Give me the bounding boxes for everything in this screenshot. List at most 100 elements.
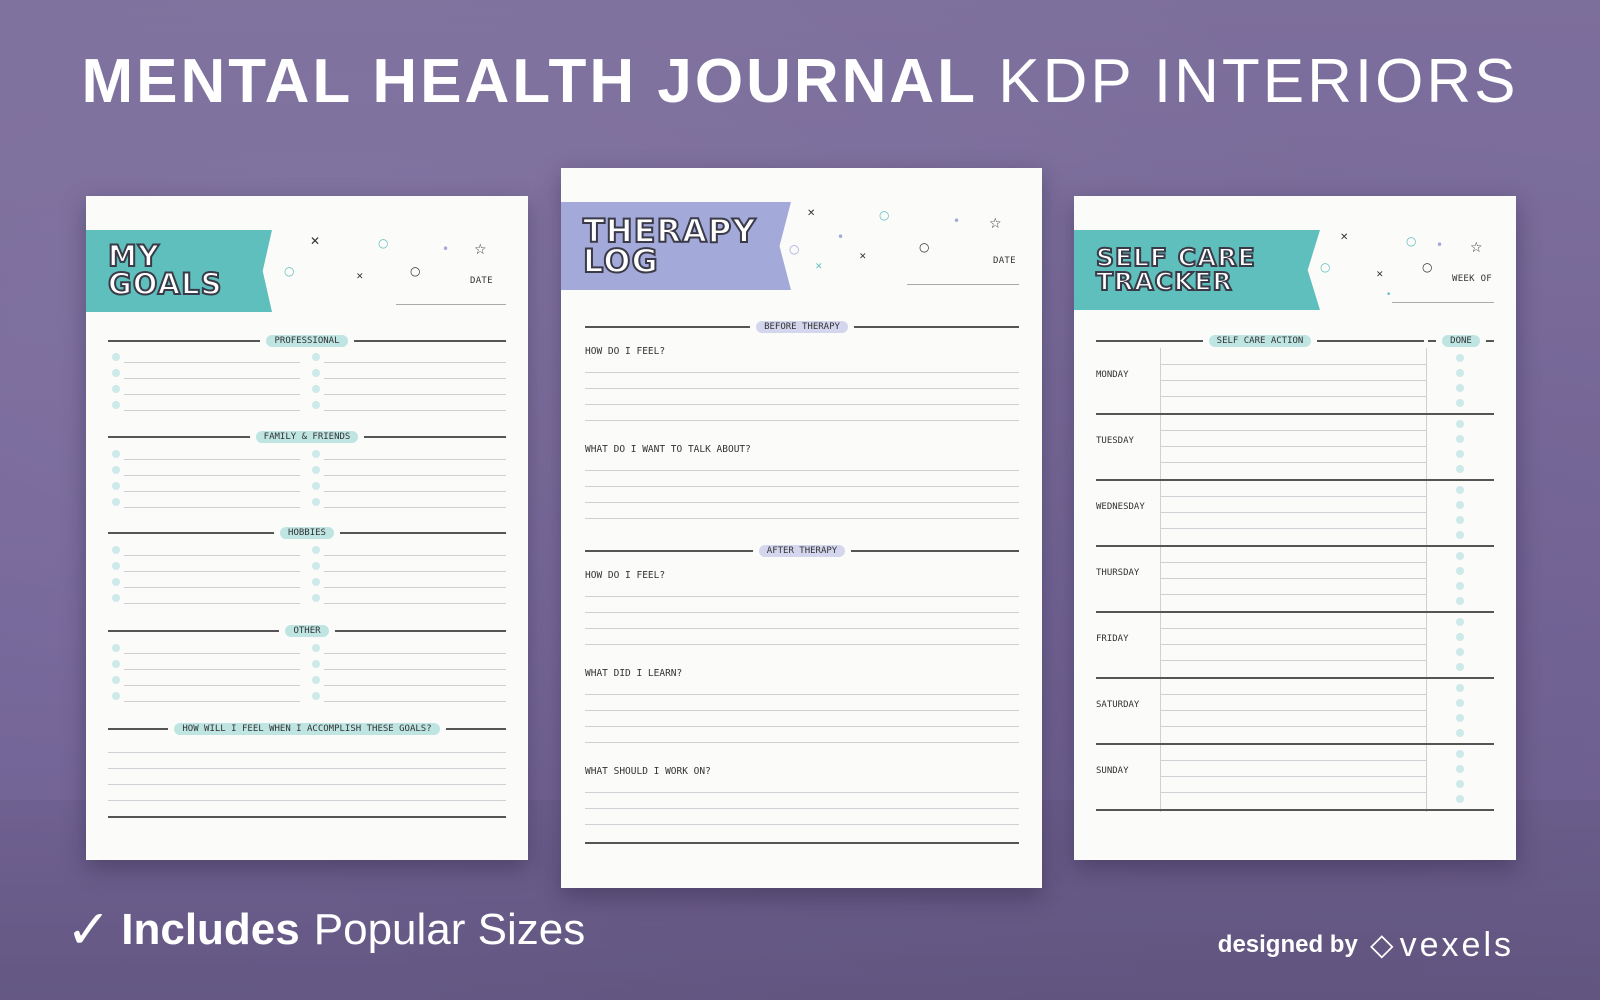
circle-icon: ○ — [410, 264, 421, 278]
writing-line — [324, 507, 506, 508]
bullet-dot — [112, 578, 120, 586]
star-icon: ☆ — [989, 216, 1002, 232]
writing-line — [124, 378, 300, 379]
section-label: BEFORE THERAPY — [756, 321, 848, 333]
writing-line — [1160, 726, 1426, 727]
done-checkbox[interactable] — [1456, 729, 1464, 737]
section-label: PROFESSIONAL — [266, 335, 348, 347]
done-checkbox[interactable] — [1456, 399, 1464, 407]
done-checkbox[interactable] — [1456, 795, 1464, 803]
section-closing-question: HOW WILL I FEEL WHEN I ACCOMPLISH THESE … — [108, 722, 506, 736]
writing-line — [124, 459, 300, 460]
day-separator — [1096, 545, 1494, 547]
done-checkbox[interactable] — [1456, 750, 1464, 758]
writing-line — [1160, 462, 1426, 463]
writing-line — [1160, 660, 1426, 661]
done-checkbox[interactable] — [1456, 552, 1464, 560]
done-checkbox[interactable] — [1456, 780, 1464, 788]
circle-icon: ○ — [789, 242, 800, 256]
writing-line — [108, 800, 506, 801]
vexels-brand: vexels — [1399, 925, 1514, 964]
done-checkbox[interactable] — [1456, 384, 1464, 392]
bullet-dot — [312, 353, 320, 361]
bullet-dot — [112, 562, 120, 570]
writing-line — [585, 824, 1019, 825]
writing-line — [124, 475, 300, 476]
bullet-dot — [112, 594, 120, 602]
done-checkbox[interactable] — [1456, 531, 1464, 539]
table-divider — [1160, 348, 1161, 812]
dot-icon: • — [1436, 238, 1444, 252]
done-checkbox[interactable] — [1456, 465, 1464, 473]
writing-line — [324, 653, 506, 654]
therapy-title-banner: THERAPY LOG — [561, 202, 791, 290]
done-checkbox[interactable] — [1456, 699, 1464, 707]
writing-line — [108, 784, 506, 785]
writing-line — [124, 701, 300, 702]
writing-line — [1160, 644, 1426, 645]
writing-line — [124, 410, 300, 411]
section-label: SELF CARE ACTION — [1208, 335, 1312, 347]
day-label: SATURDAY — [1096, 700, 1140, 710]
bullet-dot — [112, 401, 120, 409]
writing-line — [324, 555, 506, 556]
done-checkbox[interactable] — [1456, 501, 1464, 509]
done-checkbox[interactable] — [1456, 663, 1464, 671]
writing-line — [585, 726, 1019, 727]
writing-line — [1160, 512, 1426, 513]
writing-line — [1160, 710, 1426, 711]
bullet-dot — [312, 466, 320, 474]
writing-line — [585, 628, 1019, 629]
headline-bold: MENTAL HEALTH JOURNAL — [81, 47, 979, 116]
done-checkbox[interactable] — [1456, 516, 1464, 524]
page-my-goals: MY GOALS ✕ ○ ☆ ○ ✕ ○ • DATE PROFESSIONAL… — [86, 196, 528, 860]
section-done: DONE — [1428, 334, 1494, 348]
done-checkbox[interactable] — [1456, 648, 1464, 656]
day-label: TUESDAY — [1096, 436, 1134, 446]
writing-line — [1160, 694, 1426, 695]
designed-by-credit: designed by ⬦ vexels — [1218, 925, 1514, 965]
day-separator — [1096, 479, 1494, 481]
done-checkbox[interactable] — [1456, 765, 1464, 773]
writing-line — [1160, 760, 1426, 761]
writing-line — [124, 587, 300, 588]
done-checkbox[interactable] — [1456, 435, 1464, 443]
writing-line — [124, 653, 300, 654]
done-checkbox[interactable] — [1456, 633, 1464, 641]
writing-line — [108, 752, 506, 753]
writing-line — [585, 486, 1019, 487]
done-checkbox[interactable] — [1456, 684, 1464, 692]
x-mark-icon: ✕ — [1376, 270, 1384, 280]
circle-icon: ○ — [378, 236, 389, 250]
writing-line — [124, 507, 300, 508]
done-checkbox[interactable] — [1456, 450, 1464, 458]
selfcare-title-line1: SELF CARE — [1095, 243, 1256, 273]
done-checkbox[interactable] — [1456, 618, 1464, 626]
section-label: AFTER THERAPY — [758, 545, 846, 557]
done-checkbox[interactable] — [1456, 486, 1464, 494]
done-checkbox[interactable] — [1456, 567, 1464, 575]
bullet-dot — [312, 369, 320, 377]
done-checkbox[interactable] — [1456, 714, 1464, 722]
done-checkbox[interactable] — [1456, 420, 1464, 428]
writing-line — [585, 372, 1019, 373]
dot-icon: • — [837, 230, 845, 244]
writing-line — [585, 420, 1019, 421]
bullet-dot — [312, 644, 320, 652]
bullet-dot — [112, 450, 120, 458]
done-checkbox[interactable] — [1456, 597, 1464, 605]
done-checkbox[interactable] — [1456, 369, 1464, 377]
bullet-dot — [312, 562, 320, 570]
writing-line — [585, 710, 1019, 711]
writing-line — [585, 388, 1019, 389]
bullet-dot — [312, 660, 320, 668]
date-line — [907, 284, 1019, 285]
done-checkbox[interactable] — [1456, 354, 1464, 362]
x-mark-icon: ✕ — [807, 208, 816, 219]
table-divider — [1426, 348, 1427, 812]
section-label: FAMILY & FRIENDS — [255, 431, 359, 443]
circle-icon: ○ — [879, 208, 890, 222]
done-checkbox[interactable] — [1456, 582, 1464, 590]
bullet-dot — [112, 660, 120, 668]
therapy-date-label: DATE — [993, 256, 1016, 266]
